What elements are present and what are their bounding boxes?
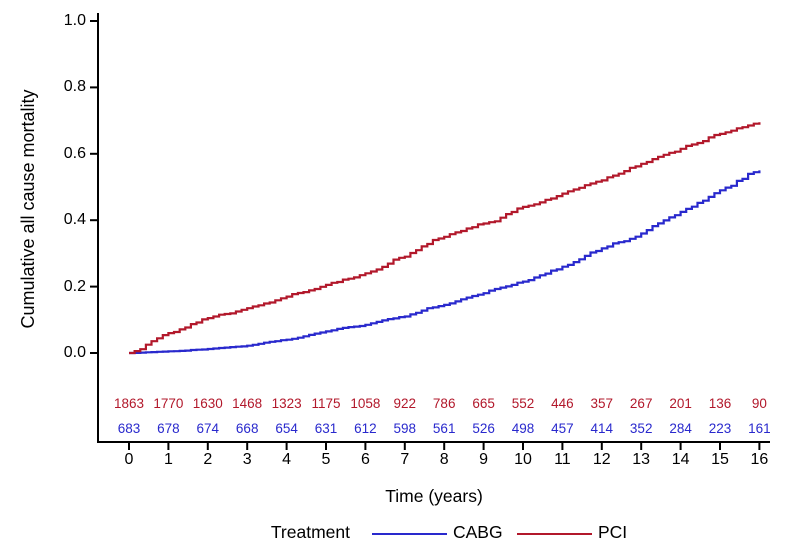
at-risk-value-pci: 267 (629, 396, 653, 411)
at-risk-value-cabg: 457 (551, 421, 574, 436)
x-tick-label: 16 (750, 451, 769, 468)
x-tick-label: 15 (711, 451, 729, 468)
at-risk-value-cabg: 668 (235, 421, 259, 436)
at-risk-value-pci: 1323 (271, 396, 302, 411)
at-risk-value-cabg: 223 (708, 421, 732, 436)
x-tick-label: 1 (163, 451, 173, 468)
at-risk-value-cabg: 678 (157, 421, 180, 436)
at-risk-value-pci: 201 (669, 396, 692, 411)
y-tick-label: 1.0 (63, 12, 86, 29)
at-risk-value-pci: 136 (708, 396, 732, 411)
x-tick-label: 10 (514, 451, 532, 468)
y-tick-label: 0.0 (63, 344, 86, 361)
x-axis-title: Time (years) (385, 486, 483, 506)
curve-cabg (129, 170, 761, 355)
at-risk-value-cabg: 683 (117, 421, 141, 436)
at-risk-value-pci: 922 (393, 396, 417, 411)
at-risk-value-cabg: 598 (393, 421, 417, 436)
y-tick-label: 0.8 (63, 78, 86, 96)
legend: Treatment CABG PCI (0, 522, 800, 546)
at-risk-value-cabg: 674 (196, 421, 220, 436)
at-risk-value-pci: 786 (432, 396, 456, 411)
at-risk-value-pci: 1175 (311, 396, 341, 411)
legend-label-cabg: CABG (453, 522, 503, 542)
x-tick-label: 4 (282, 451, 292, 468)
at-risk-value-cabg: 284 (669, 421, 692, 436)
y-tick-label: 0.4 (63, 211, 86, 229)
at-risk-value-cabg: 414 (590, 421, 614, 436)
at-risk-value-cabg: 526 (472, 421, 495, 436)
at-risk-value-pci: 357 (590, 396, 614, 411)
y-axis-title: Cumulative all cause mortality (18, 89, 38, 329)
x-tick-label: 0 (124, 451, 134, 468)
x-tick-label: 2 (203, 451, 213, 468)
at-risk-value-cabg: 654 (275, 421, 298, 436)
legend-title: Treatment (270, 522, 350, 542)
at-risk-value-pci: 1468 (232, 396, 263, 411)
y-tick-label: 0.6 (63, 144, 86, 162)
at-risk-value-cabg: 612 (354, 421, 377, 436)
at-risk-value-pci: 1863 (113, 396, 145, 411)
at-risk-value-pci: 1630 (192, 396, 223, 411)
y-tick-label: 0.2 (63, 277, 86, 295)
legend-label-pci: PCI (598, 522, 628, 542)
at-risk-value-cabg: 498 (511, 421, 535, 436)
x-tick-label: 9 (479, 451, 489, 468)
at-risk-value-cabg: 561 (432, 421, 456, 436)
x-tick-label: 7 (400, 451, 410, 468)
at-risk-value-cabg: 631 (314, 421, 338, 436)
legend-line-cabg-icon (372, 533, 447, 535)
at-risk-value-cabg: 352 (629, 421, 653, 436)
x-tick-label: 5 (321, 451, 331, 468)
legend-line-pci-icon (517, 533, 592, 535)
at-risk-value-cabg: 161 (748, 421, 771, 436)
x-tick-label: 8 (439, 451, 449, 468)
x-tick-label: 6 (360, 451, 370, 468)
curve-pci (129, 122, 761, 355)
x-tick-label: 11 (554, 451, 571, 468)
at-risk-value-pci: 90 (751, 396, 767, 411)
at-risk-value-pci: 665 (472, 396, 495, 411)
x-tick-label: 3 (242, 451, 252, 468)
at-risk-value-pci: 446 (551, 396, 574, 411)
x-tick-label: 14 (671, 451, 690, 468)
x-tick-label: 12 (592, 451, 611, 468)
x-tick-label: 13 (632, 451, 651, 468)
at-risk-value-pci: 552 (511, 396, 535, 411)
at-risk-value-pci: 1058 (350, 396, 381, 411)
at-risk-value-pci: 1770 (153, 396, 184, 411)
